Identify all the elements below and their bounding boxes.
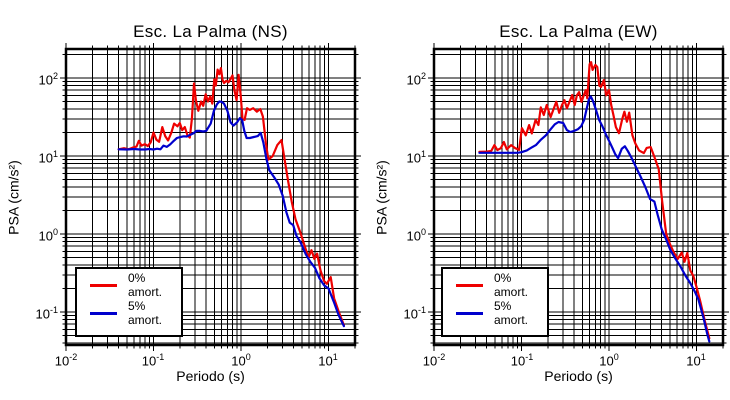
ns-legend: 0% amort. 5% amort.	[75, 267, 183, 337]
ew-x-tick-label: 10-2	[422, 352, 446, 369]
legend-label: 0% amort.	[494, 271, 529, 299]
ew-y-tick-label: 101	[406, 149, 426, 166]
blue-line-swatch	[90, 311, 117, 315]
ns-y-tick-label: 101	[38, 149, 58, 166]
ew-y-tick-label: 102	[406, 71, 426, 88]
ns-y-tick-label: 10-1	[35, 305, 58, 322]
legend-label: 0% amort.	[128, 271, 163, 299]
ns-x-axis-label: Periodo (s)	[176, 368, 245, 384]
ns-x-tick-label: 101	[318, 352, 338, 369]
ns-x-tick-label: 100	[231, 352, 251, 369]
ns-y-axis-label: PSA (cm/s²)	[5, 160, 22, 235]
ew-y-tick-label: 100	[406, 227, 426, 244]
ew-legend: 0% amort. 5% amort.	[441, 267, 549, 337]
ns-x-tick-label: 10-1	[141, 352, 165, 369]
legend-item: 5% amort.	[456, 299, 547, 327]
ew-x-tick-label: 10-1	[510, 352, 534, 369]
legend-item: 0% amort.	[456, 271, 547, 299]
ns-y-tick-label: 102	[38, 71, 58, 88]
red-line-swatch	[456, 283, 483, 287]
ns-plot-title: Esc. La Palma (NS)	[133, 22, 288, 41]
legend-label: 5% amort.	[494, 299, 529, 327]
ew-x-tick-label: 101	[686, 352, 706, 369]
ns-y-tick-label: 100	[38, 227, 58, 244]
ns-x-tick-label: 10-2	[54, 352, 78, 369]
ew-y-tick-label: 10-1	[403, 305, 426, 322]
ew-plot-title: Esc. La Palma (EW)	[499, 22, 658, 41]
ew-x-axis-label: Periodo (s)	[544, 368, 613, 384]
legend-label: 5% amort.	[128, 299, 163, 327]
red-line-swatch	[90, 283, 117, 287]
blue-line-swatch	[456, 311, 483, 315]
ew-x-tick-label: 100	[599, 352, 619, 369]
legend-item: 5% amort.	[90, 299, 181, 327]
ew-y-axis-label: PSA (cm/s²)	[373, 160, 390, 235]
legend-item: 0% amort.	[90, 271, 181, 299]
